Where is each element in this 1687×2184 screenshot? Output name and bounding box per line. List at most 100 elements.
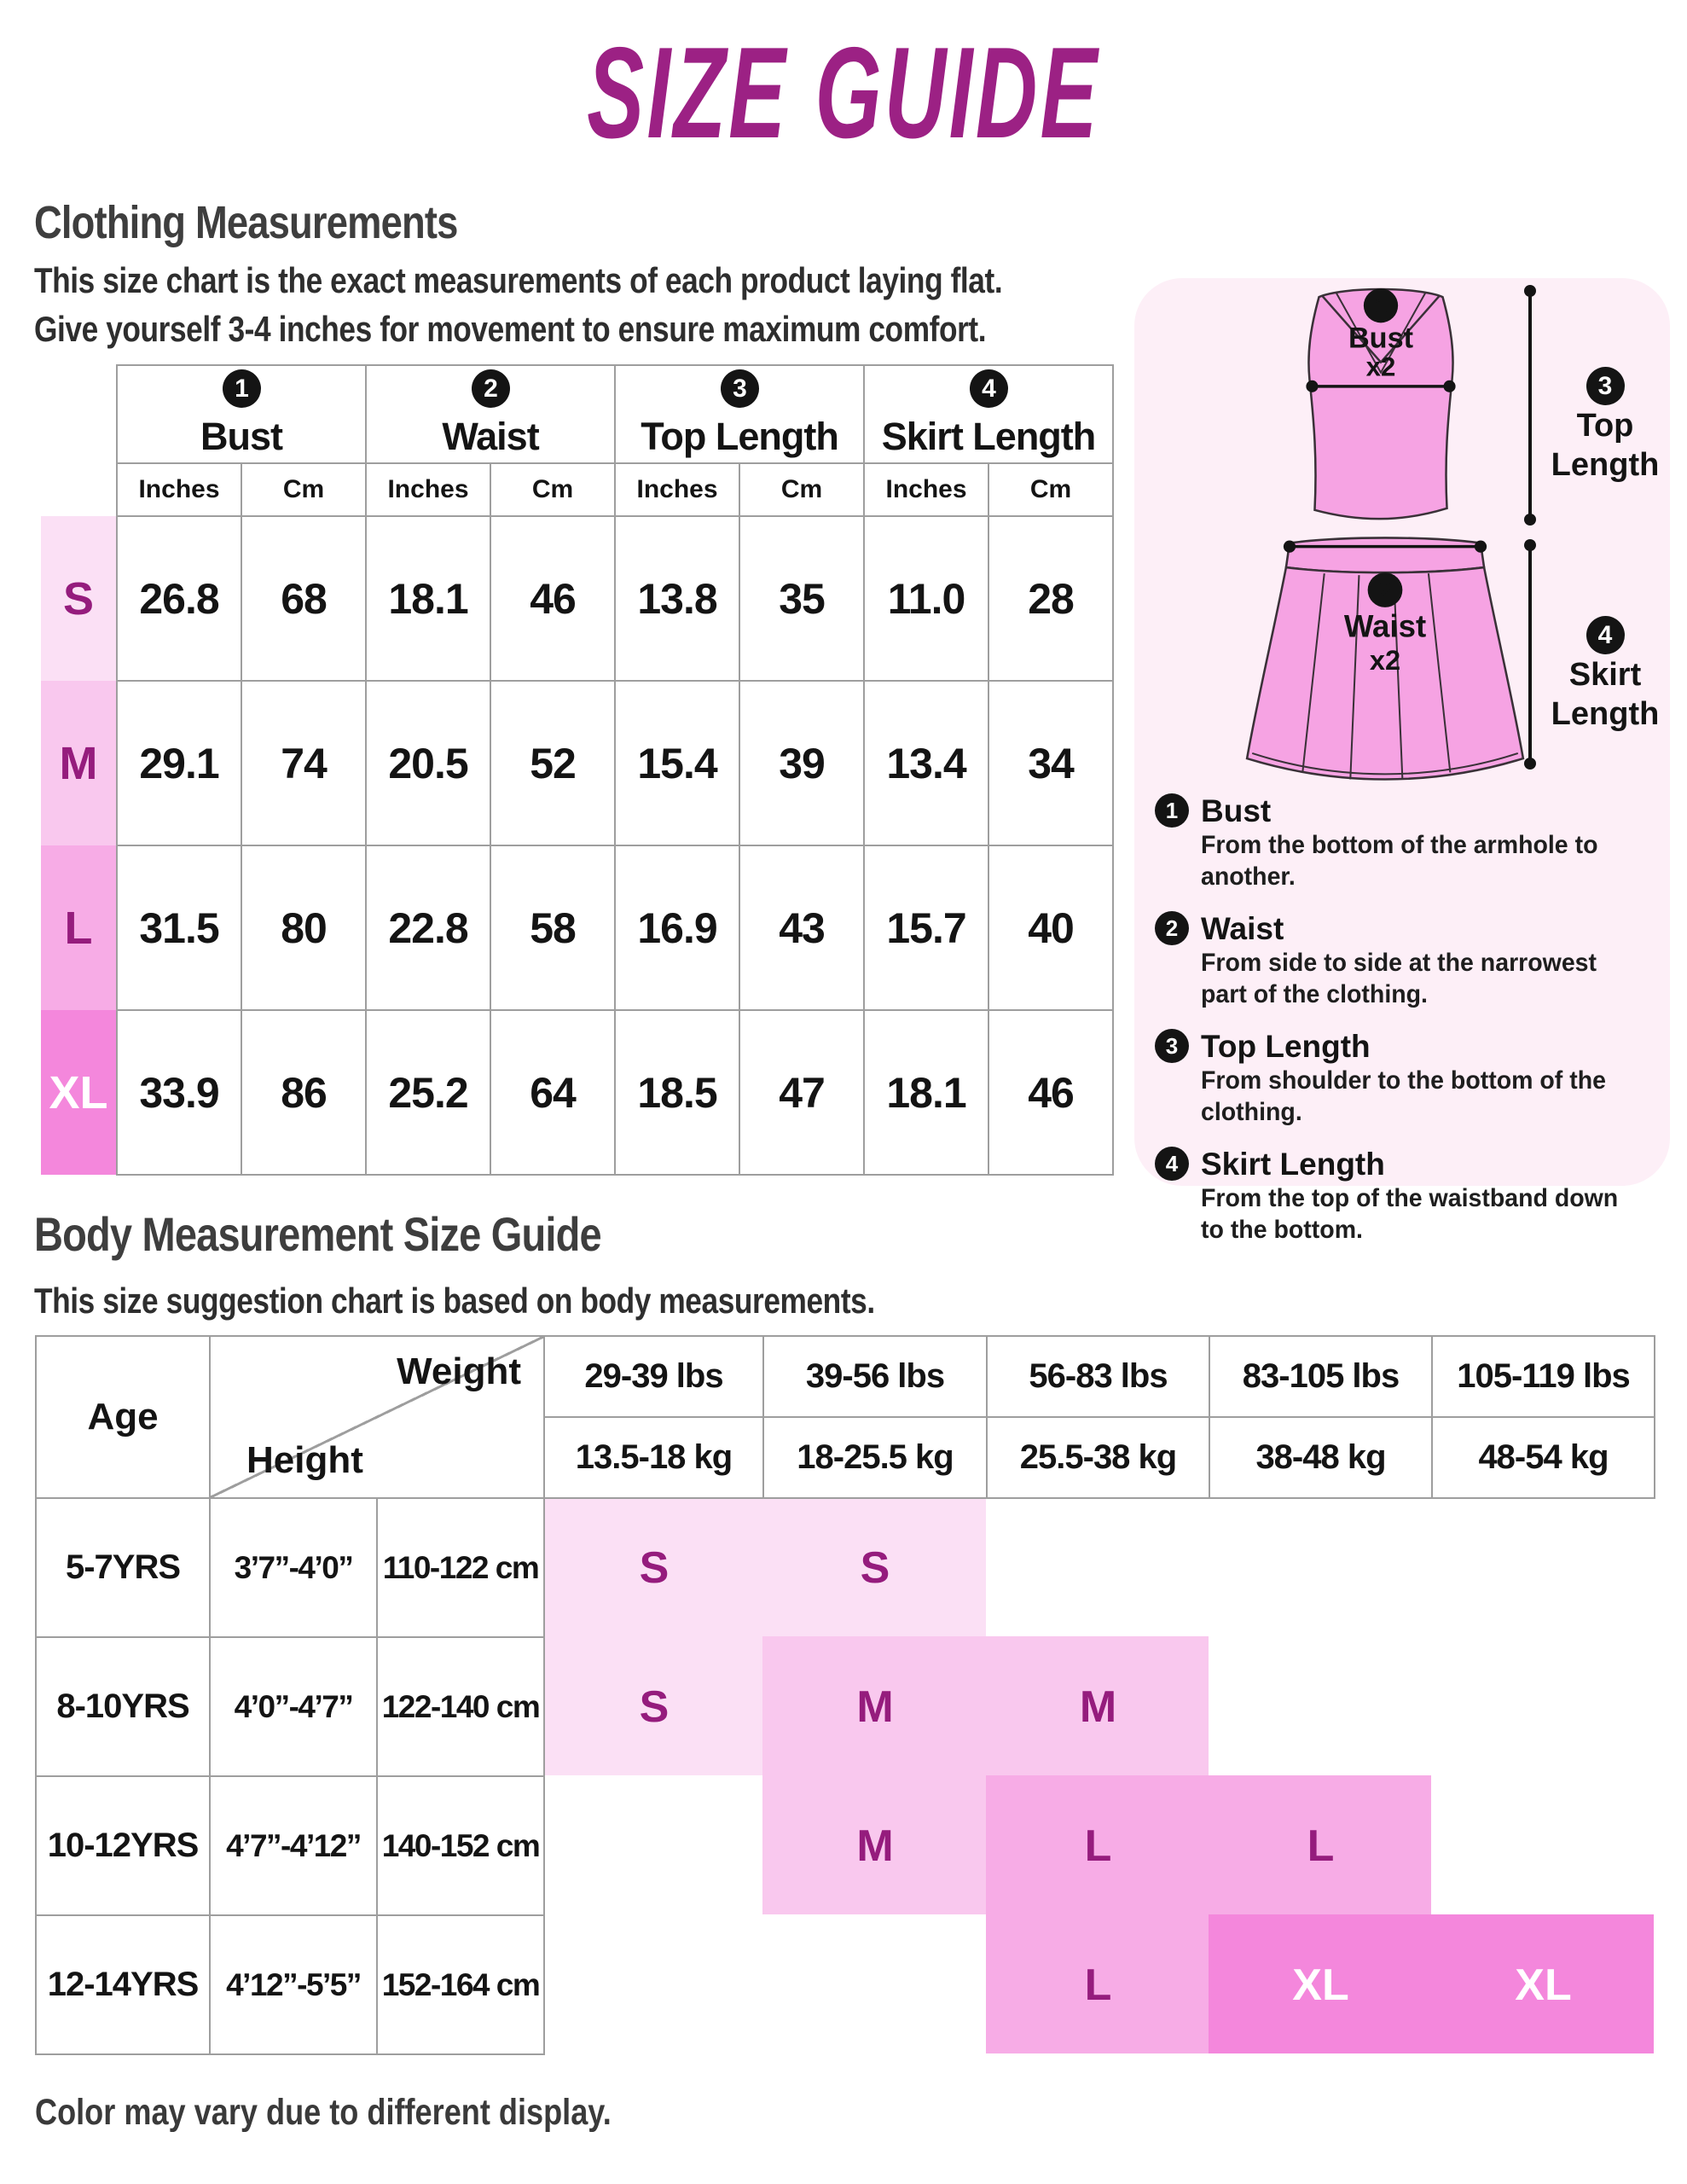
- size-suggestion: [1209, 1498, 1432, 1637]
- table-cell: 46: [489, 515, 617, 682]
- height-header: Height: [246, 1439, 363, 1481]
- table-row-l: L 31.5 80 22.8 58 16.9 43 15.7 40: [41, 845, 1115, 1011]
- age-cell: 10-12YRS: [35, 1775, 211, 1916]
- weight-lbs-header: 29-39 lbs: [543, 1335, 764, 1418]
- table-cell: 13.8: [614, 515, 741, 682]
- size-suggestion: [987, 1498, 1209, 1637]
- marker-3-icon: 3: [720, 369, 759, 408]
- marker-1-icon: [1363, 288, 1399, 323]
- measure-dot-icon: [1306, 380, 1319, 392]
- height-ft-cell: 4’7”-4’12”: [209, 1775, 378, 1916]
- pleat-line: [1427, 573, 1452, 773]
- unit-header: Cm: [241, 462, 367, 517]
- unit-header: Cm: [489, 462, 617, 517]
- table-cell: 33.9: [116, 1009, 242, 1176]
- table-cell: 18.1: [863, 1009, 990, 1176]
- table-cell: 86: [241, 1009, 367, 1176]
- size-suggestion: [1432, 1637, 1655, 1776]
- definition-title: Skirt Length: [1201, 1147, 1385, 1182]
- age-cell: 12-14YRS: [35, 1914, 211, 2055]
- label-line: Skirt: [1568, 657, 1642, 693]
- v-neck-inner-line: [1335, 292, 1427, 375]
- height-ft-cell: 3’7”-4’0”: [209, 1497, 378, 1638]
- marker-3-icon: 3: [1155, 1029, 1189, 1063]
- bust-label: Bust: [1348, 322, 1413, 355]
- size-suggestion: [1209, 1637, 1432, 1776]
- marker-4-icon: 4: [1155, 1147, 1189, 1181]
- skirt-silhouette: [1245, 566, 1525, 781]
- size-suggestion: XL: [1515, 1960, 1572, 2010]
- size-label-m: M: [41, 681, 117, 845]
- size-suggestion: L: [1084, 1821, 1112, 1871]
- measurement-diagram-panel: 1 Bust x2 2 Waist x2 3 Top Length: [1134, 278, 1670, 1244]
- skirt-length-measure-line: [1524, 539, 1536, 770]
- size-label-s: S: [41, 516, 117, 681]
- weight-lbs-header: 56-83 lbs: [986, 1335, 1210, 1418]
- table-cell: 15.4: [614, 680, 741, 846]
- unit-header: Inches: [116, 462, 242, 517]
- pleat-line: [1393, 575, 1404, 780]
- table-cell: 47: [739, 1009, 866, 1176]
- definition-top-length: 3 Top Length From shoulder to the bottom…: [1155, 1029, 1655, 1128]
- column-group-bust: 1 Bust: [116, 364, 367, 464]
- table-cell: 40: [988, 845, 1115, 1011]
- hem-line: [1251, 752, 1519, 775]
- table-cell: 25.2: [365, 1009, 491, 1176]
- size-suggestion: [544, 1776, 763, 1915]
- table-cell: 34: [988, 680, 1115, 846]
- top-length-measure-line: [1524, 285, 1536, 526]
- marker-1-icon: 1: [222, 369, 261, 408]
- table-cell: 28: [988, 515, 1115, 682]
- bust-mult-label: x2: [1366, 352, 1396, 382]
- table-cell: 20.5: [365, 680, 491, 846]
- size-suggestion: L: [1084, 1960, 1112, 2010]
- weight-kg-header: 25.5-38 kg: [986, 1416, 1210, 1499]
- height-cm-cell: 110-122 cm: [376, 1497, 545, 1638]
- unit-header: Inches: [614, 462, 741, 517]
- table-row-8-10yrs: 8-10YRS 4’0”-4’7” 122-140 cm S M M: [35, 1636, 1655, 1777]
- table-row-xl: XL 33.9 86 25.2 64 18.5 47 18.1 46: [41, 1009, 1115, 1176]
- age-cell: 5-7YRS: [35, 1497, 211, 1638]
- size-suggestion: M: [1079, 1682, 1117, 1732]
- pleat-line: [1349, 575, 1360, 780]
- size-suggestion: S: [639, 1543, 670, 1593]
- group-label: Top Length: [641, 415, 839, 458]
- size-suggestion: L: [1307, 1821, 1335, 1871]
- size-suggestion: [544, 1915, 763, 2054]
- description-line-2: Give yourself 3-4 inches for movement to…: [34, 309, 987, 349]
- clothing-size-table: 1 Bust 2 Waist 3 Top Length 4 Skirt Length I…: [41, 364, 1115, 1176]
- table-cell: 18.1: [365, 515, 491, 682]
- page-title: SIZE GUIDE: [587, 20, 1100, 166]
- definition-text: From shoulder to the bottom of the cloth…: [1201, 1066, 1606, 1126]
- body-measurement-description: This size suggestion chart is based on b…: [34, 1281, 875, 1321]
- measure-dot-icon: [1443, 380, 1456, 392]
- size-suggestion: XL: [1292, 1960, 1349, 2010]
- clothing-measurements-heading: Clothing Measurements: [34, 197, 458, 248]
- weight-kg-header: 38-48 kg: [1209, 1416, 1433, 1499]
- group-label: Waist: [442, 415, 539, 458]
- table-row-12-14yrs: 12-14YRS 4’12”-5’5” 152-164 cm L XL XL: [35, 1914, 1655, 2055]
- table-cell: 52: [489, 680, 617, 846]
- weight-lbs-header: 83-105 lbs: [1209, 1335, 1433, 1418]
- highlight-block-xl: [1209, 1914, 1654, 2053]
- table-corner-blank: [41, 365, 117, 516]
- table-cell: 31.5: [116, 845, 242, 1011]
- marker-2-icon: 2: [1155, 911, 1189, 945]
- height-ft-cell: 4’0”-4’7”: [209, 1636, 378, 1777]
- table-cell: 16.9: [614, 845, 741, 1011]
- definition-bust: 1 Bust From the bottom of the armhole to…: [1155, 793, 1655, 892]
- definition-text: From side to side at the narrowest part …: [1201, 949, 1597, 1008]
- waistband: [1284, 537, 1486, 574]
- table-cell: 39: [739, 680, 866, 846]
- weight-height-corner-cell: Weight Height: [209, 1335, 545, 1499]
- definition-title: Top Length: [1201, 1029, 1371, 1064]
- definition-waist: 2 Waist From side to side at the narrowe…: [1155, 911, 1655, 1010]
- height-cm-cell: 140-152 cm: [376, 1775, 545, 1916]
- marker-4-icon: 4: [1586, 616, 1625, 654]
- marker-4-icon: 4: [969, 369, 1008, 408]
- age-column-header: Age: [35, 1335, 211, 1499]
- definition-text: From the bottom of the armhole to anothe…: [1201, 831, 1598, 891]
- definition-title: Bust: [1201, 793, 1272, 828]
- waist-mult-label: x2: [1370, 645, 1400, 676]
- size-suggestion: S: [860, 1543, 890, 1593]
